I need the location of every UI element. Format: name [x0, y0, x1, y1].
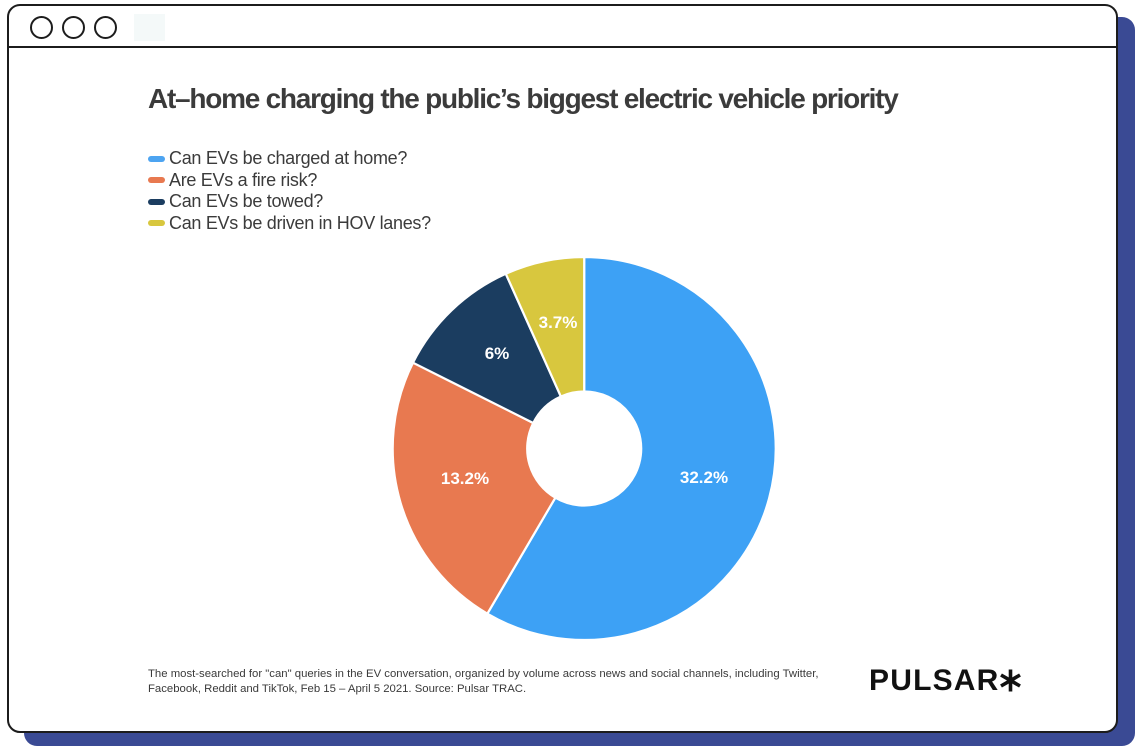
svg-text:6%: 6%: [485, 344, 510, 363]
svg-text:13.2%: 13.2%: [441, 469, 489, 488]
svg-text:3.7%: 3.7%: [539, 313, 578, 332]
svg-text:32.2%: 32.2%: [680, 468, 728, 487]
